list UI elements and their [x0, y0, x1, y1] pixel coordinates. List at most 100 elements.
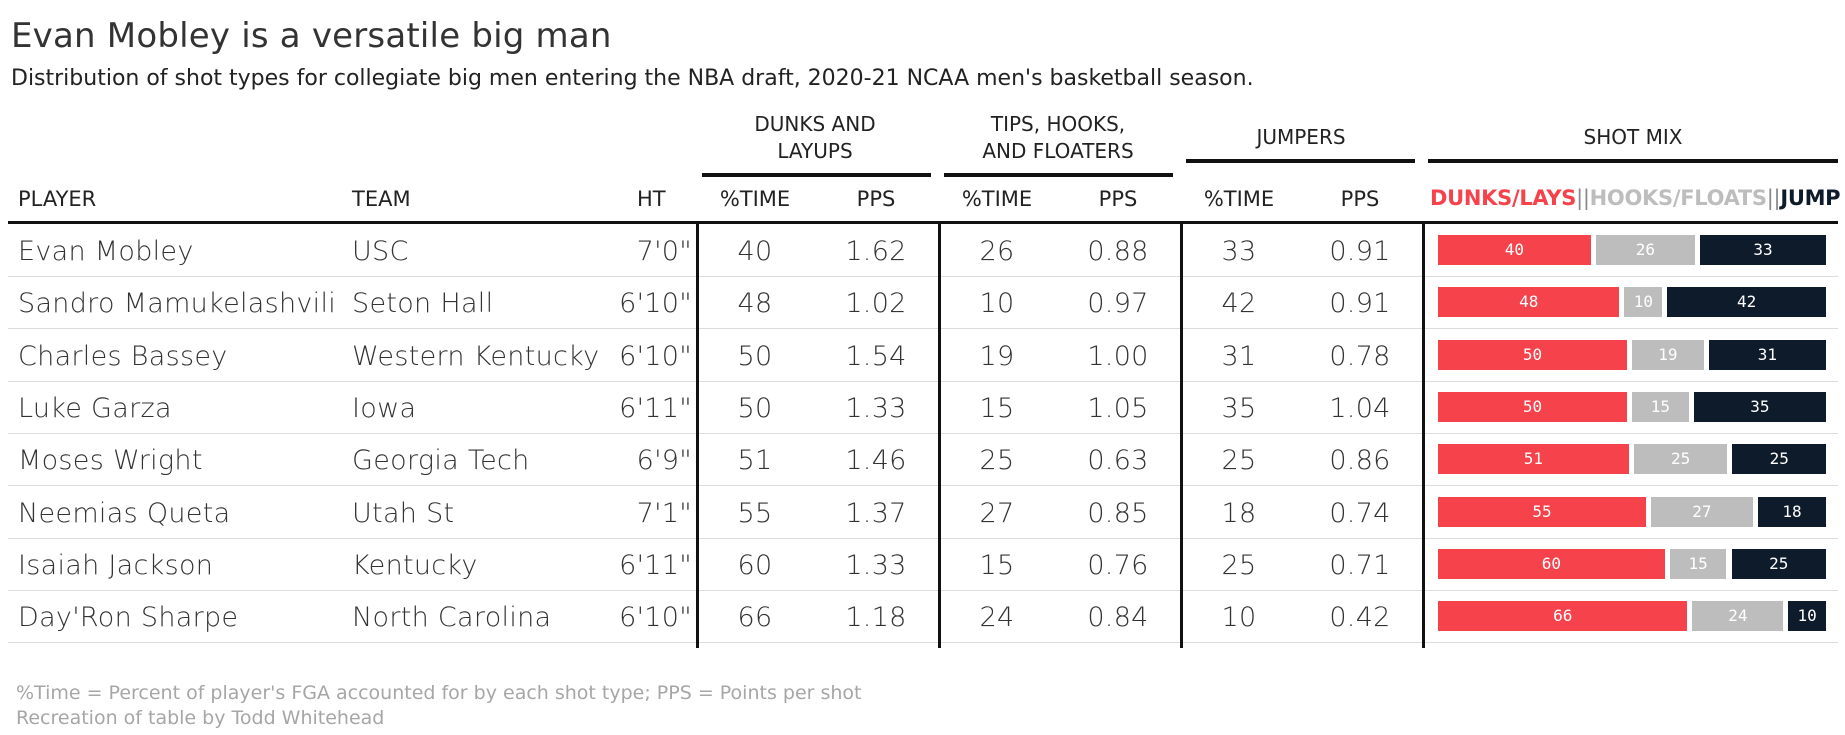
cell-tips-pps: 0.85	[1087, 497, 1149, 529]
group-rule-tips	[944, 173, 1173, 177]
table-row: Neemias Queta Utah St 7'1" 55 1.37 27 0.85 18 0.…	[8, 486, 1838, 539]
cell-jump-time: 35	[1221, 392, 1257, 424]
cell-tips-time: 25	[979, 445, 1015, 477]
cell-team: Utah St	[352, 497, 455, 529]
col-header-dunks-time: %TIME	[719, 187, 791, 211]
group-header-shot-mix: SHOT MIX	[1583, 125, 1683, 149]
cell-team: Iowa	[352, 392, 417, 424]
bar-segment-jump: 33	[1700, 235, 1826, 265]
group-header-jumpers: JUMPERS	[1256, 125, 1346, 149]
cell-dunks-time: 40	[737, 236, 773, 267]
footnote-credit: Recreation of table by Todd Whitehead	[16, 707, 385, 729]
cell-dunks-pps: 1.46	[845, 445, 907, 477]
cell-player: Isaiah Jackson	[18, 549, 214, 581]
footnote-definitions: %Time = Percent of player's FGA accounte…	[16, 682, 862, 704]
cell-tips-pps: 1.00	[1087, 340, 1149, 372]
table-row: Luke Garza Iowa 6'11" 50 1.33 15 1.05 35 1.04 50 1…	[8, 381, 1838, 434]
cell-height: 7'0"	[636, 236, 692, 267]
group-header-tips-line1: TIPS, HOOKS,	[990, 112, 1126, 136]
col-header-jump-time: %TIME	[1203, 187, 1275, 211]
bar-segment-jump: 18	[1757, 496, 1826, 527]
cell-tips-time: 24	[979, 602, 1015, 634]
column-divider	[938, 222, 941, 648]
bar-segment-dunks: 48	[1438, 287, 1620, 318]
cell-dunks-time: 48	[737, 288, 773, 320]
cell-team: Kentucky	[352, 549, 478, 581]
cell-jump-pps: 1.04	[1329, 392, 1391, 424]
cell-team: Western Kentucky	[352, 340, 600, 372]
cell-dunks-pps: 1.62	[845, 236, 907, 267]
bar-segment-dunks: 51	[1438, 444, 1629, 475]
group-header-dunks-line1: DUNKS AND	[754, 112, 876, 136]
cell-player: Charles Bassey	[18, 340, 228, 372]
legend-hooks: HOOKS/FLOATS	[1589, 186, 1767, 210]
col-header-tips-pps: PPS	[1098, 187, 1138, 211]
group-header-dunks-line2: LAYUPS	[777, 139, 853, 163]
bar-segment-hooks: 24	[1692, 601, 1784, 632]
cell-dunks-pps: 1.54	[845, 340, 907, 372]
legend-jump: JUMP	[1780, 186, 1841, 210]
header-rule	[8, 221, 1838, 224]
group-rule-dunks	[702, 173, 931, 177]
page-subtitle: Distribution of shot types for collegiat…	[11, 66, 1254, 91]
cell-tips-time: 19	[979, 340, 1015, 372]
bar-segment-dunks: 50	[1438, 391, 1627, 422]
cell-jump-pps: 0.91	[1329, 236, 1391, 267]
cell-dunks-time: 50	[737, 340, 773, 372]
cell-jump-pps: 0.42	[1329, 602, 1391, 634]
cell-dunks-time: 66	[737, 602, 773, 634]
bar-segment-hooks: 15	[1632, 391, 1689, 422]
column-divider	[1422, 222, 1425, 648]
legend-separator: ||	[1576, 186, 1590, 210]
cell-dunks-time: 60	[737, 549, 773, 581]
cell-height: 6'10"	[619, 340, 692, 372]
cell-tips-time: 27	[979, 497, 1015, 529]
col-header-dunks-pps: PPS	[856, 187, 896, 211]
bar-segment-jump: 10	[1788, 601, 1826, 632]
group-rule-jumpers	[1186, 159, 1415, 163]
cell-jump-time: 18	[1221, 497, 1257, 529]
cell-player: Evan Mobley	[18, 236, 194, 267]
cell-jump-time: 42	[1221, 288, 1257, 320]
cell-tips-pps: 0.63	[1087, 445, 1149, 477]
shot-mix-legend: DUNKS/LAYS||HOOKS/FLOATS||JUMP	[1430, 186, 1841, 210]
cell-jump-time: 33	[1221, 236, 1257, 267]
cell-jump-pps: 0.74	[1329, 497, 1391, 529]
bar-segment-jump: 31	[1708, 339, 1826, 370]
cell-player: Day'Ron Sharpe	[18, 602, 239, 634]
cell-tips-pps: 0.76	[1087, 549, 1149, 581]
group-header-tips-line2: AND FLOATERS	[982, 139, 1134, 163]
cell-tips-time: 15	[979, 392, 1015, 424]
table-row: Isaiah Jackson Kentucky 6'11" 60 1.33 15 0.76 2…	[8, 538, 1838, 591]
cell-height: 6'9"	[636, 445, 692, 477]
col-header-ht: HT	[637, 187, 666, 211]
cell-tips-pps: 0.97	[1087, 288, 1149, 320]
table-row: Day'Ron Sharpe North Carolina 6'10" 66 1.18 2…	[8, 590, 1838, 644]
bar-segment-hooks: 15	[1669, 548, 1727, 579]
cell-jump-pps: 0.78	[1329, 340, 1391, 372]
bar-segment-jump: 42	[1667, 287, 1826, 318]
cell-player: Sandro Mamukelashvili	[18, 288, 337, 320]
cell-dunks-pps: 1.37	[845, 497, 907, 529]
bar-segment-hooks: 10	[1624, 287, 1663, 318]
cell-player: Neemias Queta	[18, 497, 231, 529]
cell-team: Seton Hall	[352, 288, 494, 320]
cell-dunks-pps: 1.33	[845, 392, 907, 424]
group-header-tips: TIPS, HOOKS, AND FLOATERS	[942, 111, 1174, 165]
cell-height: 6'10"	[619, 288, 692, 320]
bar-segment-dunks: 50	[1438, 339, 1627, 370]
cell-jump-pps: 0.91	[1329, 288, 1391, 320]
bar-segment-hooks: 25	[1633, 444, 1728, 475]
bar-segment-dunks: 40	[1438, 235, 1591, 265]
cell-dunks-time: 50	[737, 392, 773, 424]
group-header-dunks: DUNKS AND LAYUPS	[700, 111, 930, 165]
page-title: Evan Mobley is a versatile big man	[11, 16, 612, 56]
cell-jump-time: 25	[1221, 549, 1257, 581]
cell-tips-pps: 0.84	[1087, 602, 1149, 634]
col-header-player: PLAYER	[18, 187, 97, 211]
cell-team: USC	[352, 236, 409, 267]
cell-jump-time: 10	[1221, 602, 1257, 634]
legend-dunks: DUNKS/LAYS	[1430, 186, 1577, 210]
cell-player: Luke Garza	[18, 392, 172, 424]
table-row: Evan Mobley USC 7'0" 40 1.62 26 0.88 33 0.91 40 26…	[8, 224, 1838, 277]
